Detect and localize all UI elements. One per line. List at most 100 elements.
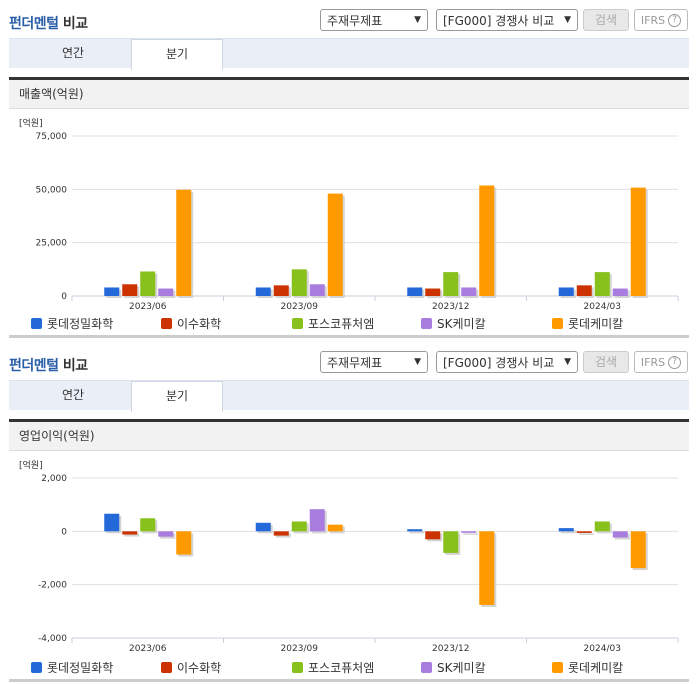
search-button[interactable]: 검색 — [583, 9, 629, 31]
operating-profit-chart: [억원] 2,000 0 -2,000 -4,000 2023/06 2023/09 2023… — [9, 452, 689, 682]
bar[interactable] — [176, 531, 192, 555]
bar[interactable] — [461, 287, 477, 296]
bar[interactable] — [158, 288, 174, 296]
bar[interactable] — [140, 271, 156, 296]
x-tick-label: 2024/03 — [584, 644, 621, 654]
report-type-select[interactable]: 주재무제표 ▼ — [320, 351, 428, 373]
legend-swatch-icon — [421, 318, 432, 329]
compare-group-select[interactable]: [FG000] 경쟁사 비교 ▼ — [436, 9, 578, 31]
ifrs-button[interactable]: IFRS? — [634, 9, 688, 31]
chart-legend: 롯데정밀화학 이수화학 포스코퓨처엠 SK케미칼 롯데케미칼 — [9, 315, 689, 331]
bar[interactable] — [630, 531, 646, 569]
bar[interactable] — [407, 287, 423, 296]
report-type-select[interactable]: 주재무제표 ▼ — [320, 9, 428, 31]
y-unit-label: [억원] — [19, 459, 43, 471]
y-tick-label: 25,000 — [36, 239, 68, 249]
panel-header: 펀더멘털 비교 주재무제표 ▼ [FG000] 경쟁사 비교 ▼ 검색 IFRS? — [0, 342, 696, 380]
bar[interactable] — [594, 521, 610, 532]
y-tick-label: -2,000 — [38, 581, 67, 591]
bar[interactable] — [612, 288, 628, 296]
search-button[interactable]: 검색 — [583, 351, 629, 373]
x-tick-label: 2023/06 — [129, 302, 167, 312]
bar[interactable] — [479, 531, 495, 605]
bar[interactable] — [425, 288, 441, 296]
panel-title: 펀더멘털 비교 — [9, 16, 88, 32]
legend-item[interactable]: 롯데케미칼 — [552, 315, 623, 332]
legend-swatch-icon — [31, 662, 42, 673]
period-tabs: 연간 분기 — [9, 380, 689, 412]
bar[interactable] — [255, 287, 271, 296]
bar[interactable] — [122, 531, 138, 535]
bar[interactable] — [291, 269, 307, 296]
bar[interactable] — [461, 531, 477, 533]
revenue-bar-chart: [억원] 75,000 50,000 25,000 0 2023/06 2023/09 202… — [19, 117, 679, 312]
legend-swatch-icon — [552, 318, 563, 329]
legend-item[interactable]: SK케미칼 — [421, 315, 486, 332]
legend-swatch-icon — [292, 662, 303, 673]
bar[interactable] — [594, 272, 610, 296]
chart-legend: 롯데정밀화학 이수화학 포스코퓨처엠 SK케미칼 롯데케미칼 — [9, 659, 689, 675]
legend-swatch-icon — [161, 662, 172, 673]
bar[interactable] — [104, 287, 120, 296]
legend-label: 포스코퓨처엠 — [308, 661, 375, 675]
bar[interactable] — [443, 272, 459, 296]
bar[interactable] — [407, 529, 423, 532]
tab-annual[interactable]: 연간 — [61, 388, 85, 402]
legend-swatch-icon — [292, 318, 303, 329]
y-unit-label: [억원] — [19, 117, 43, 129]
bar[interactable] — [291, 521, 307, 532]
legend-item[interactable]: 포스코퓨처엠 — [292, 315, 374, 332]
legend-item[interactable]: 이수화학 — [161, 315, 221, 332]
bar[interactable] — [140, 518, 156, 532]
tab-quarterly[interactable]: 분기 — [131, 39, 223, 70]
bar[interactable] — [176, 189, 192, 296]
legend-label: SK케미칼 — [437, 317, 486, 331]
bar[interactable] — [576, 285, 592, 296]
bar[interactable] — [558, 287, 574, 296]
bar[interactable] — [558, 528, 574, 532]
fundamental-compare-panel-revenue: 펀더멘털 비교 주재무제표 ▼ [FG000] 경쟁사 비교 ▼ 검색 IFRS? … — [0, 0, 696, 340]
x-tick-label: 2023/09 — [281, 644, 319, 654]
bar[interactable] — [104, 513, 120, 532]
legend-item[interactable]: SK케미칼 — [421, 659, 486, 676]
ifrs-button[interactable]: IFRS? — [634, 351, 688, 373]
help-icon[interactable]: ? — [668, 13, 682, 27]
x-tick-label: 2024/03 — [584, 302, 621, 312]
legend-label: 롯데정밀화학 — [47, 661, 114, 675]
bar[interactable] — [630, 187, 646, 296]
y-tick-label: 0 — [61, 292, 67, 302]
legend-label: 이수화학 — [177, 661, 222, 675]
legend-item[interactable]: 이수화학 — [161, 659, 221, 676]
bar[interactable] — [327, 193, 343, 296]
section-title: 매출액(억원) — [9, 77, 689, 109]
bar[interactable] — [122, 284, 138, 296]
legend-item[interactable]: 롯데정밀화학 — [31, 659, 113, 676]
legend-item[interactable]: 롯데케미칼 — [552, 659, 623, 676]
legend-label: 롯데케미칼 — [568, 317, 624, 331]
y-tick-label: 75,000 — [36, 132, 68, 142]
tab-annual[interactable]: 연간 — [61, 46, 85, 60]
tab-quarterly[interactable]: 분기 — [131, 381, 223, 412]
bar[interactable] — [443, 531, 459, 553]
y-tick-label: 50,000 — [36, 185, 68, 195]
legend-item[interactable]: 포스코퓨처엠 — [292, 659, 374, 676]
bar[interactable] — [576, 531, 592, 533]
bar[interactable] — [273, 531, 289, 536]
bar[interactable] — [158, 531, 174, 537]
bar[interactable] — [255, 522, 271, 532]
chevron-down-icon: ▼ — [414, 15, 421, 25]
bar[interactable] — [309, 284, 325, 296]
bar[interactable] — [425, 531, 441, 540]
legend-label: 포스코퓨처엠 — [308, 317, 375, 331]
bar[interactable] — [612, 531, 628, 538]
help-icon[interactable]: ? — [668, 355, 682, 369]
compare-group-select[interactable]: [FG000] 경쟁사 비교 ▼ — [436, 351, 578, 373]
bar[interactable] — [309, 509, 325, 532]
chevron-down-icon: ▼ — [564, 357, 571, 367]
bar[interactable] — [327, 524, 343, 532]
bar[interactable] — [273, 285, 289, 296]
bar[interactable] — [479, 185, 495, 296]
legend-item[interactable]: 롯데정밀화학 — [31, 315, 113, 332]
fundamental-compare-panel-operating-profit: 펀더멘털 비교 주재무제표 ▼ [FG000] 경쟁사 비교 ▼ 검색 IFRS? … — [0, 342, 696, 684]
y-tick-label: -4,000 — [38, 634, 67, 644]
